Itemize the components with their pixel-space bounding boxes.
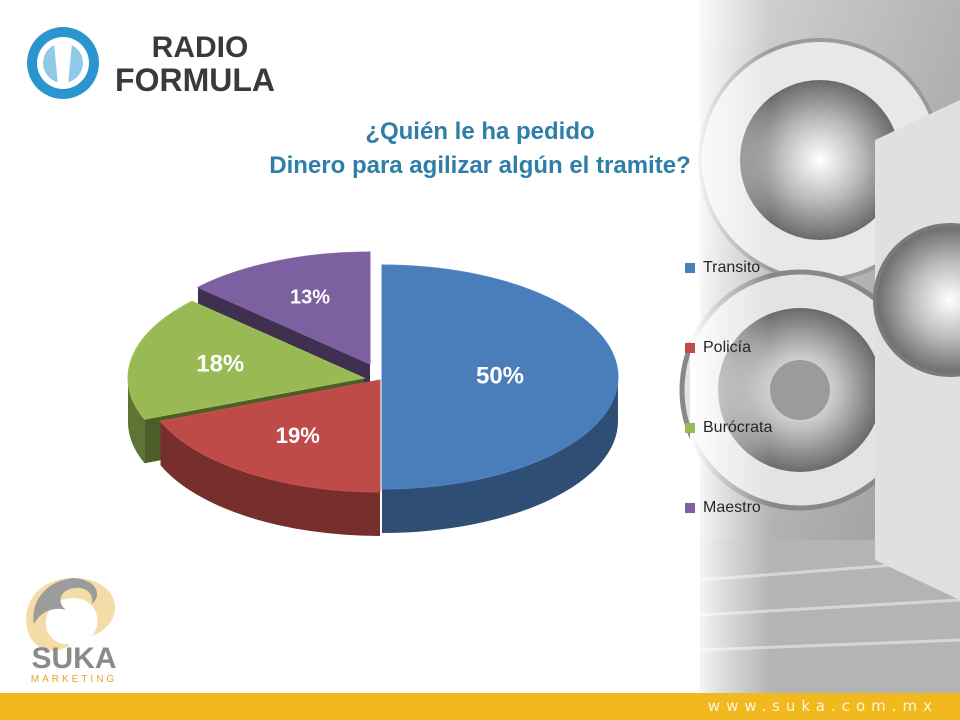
legend-item-policía: Policía xyxy=(685,338,751,358)
footer-band xyxy=(0,693,960,720)
legend-swatch xyxy=(685,423,695,433)
pie-label-burócrata: 18% xyxy=(196,350,244,377)
legend-swatch xyxy=(685,503,695,513)
legend-swatch xyxy=(685,343,695,353)
pie-label-maestro: 13% xyxy=(290,286,330,308)
pie-slice-side-policía xyxy=(160,421,380,536)
pie-slice-maestro xyxy=(196,251,371,365)
legend-label: Policía xyxy=(703,339,752,356)
website-url: www.suka.com.mx xyxy=(707,697,938,715)
legend-label: Maestro xyxy=(703,499,761,516)
radio-logo-line2: FORMULA xyxy=(115,62,275,98)
suka-logo-sub: MARKETING xyxy=(31,674,117,685)
legend-label: Transito xyxy=(703,259,761,276)
legend-item-burócrata: Burócrata xyxy=(685,418,772,438)
suka-logo-word: SUKA xyxy=(31,642,116,675)
pie-slice-policía xyxy=(159,379,381,493)
chart-title-line1: ¿Quién le ha pedido xyxy=(365,118,595,145)
pie-slice-transito xyxy=(381,264,619,490)
pie-slice-side-transito xyxy=(382,377,618,533)
chart-title-line2: Dinero para agilizar algún el tramite? xyxy=(269,152,691,179)
chart-title: ¿Quién le ha pedido Dinero para agilizar… xyxy=(180,115,780,183)
legend-label: Burócrata xyxy=(703,419,773,436)
legend-item-maestro: Maestro xyxy=(685,498,761,518)
pie-label-transito: 50% xyxy=(476,362,524,389)
legend-item-transito: Transito xyxy=(685,258,760,278)
radio-formula-logo: RADIO FORMULA xyxy=(27,27,275,99)
pie-label-policía: 19% xyxy=(276,423,320,448)
legend-swatch xyxy=(685,263,695,273)
radio-logo-line1: RADIO xyxy=(152,31,249,64)
suka-marketing-logo: SUKA MARKETING xyxy=(26,578,117,685)
pie-slice-burócrata xyxy=(127,300,366,420)
